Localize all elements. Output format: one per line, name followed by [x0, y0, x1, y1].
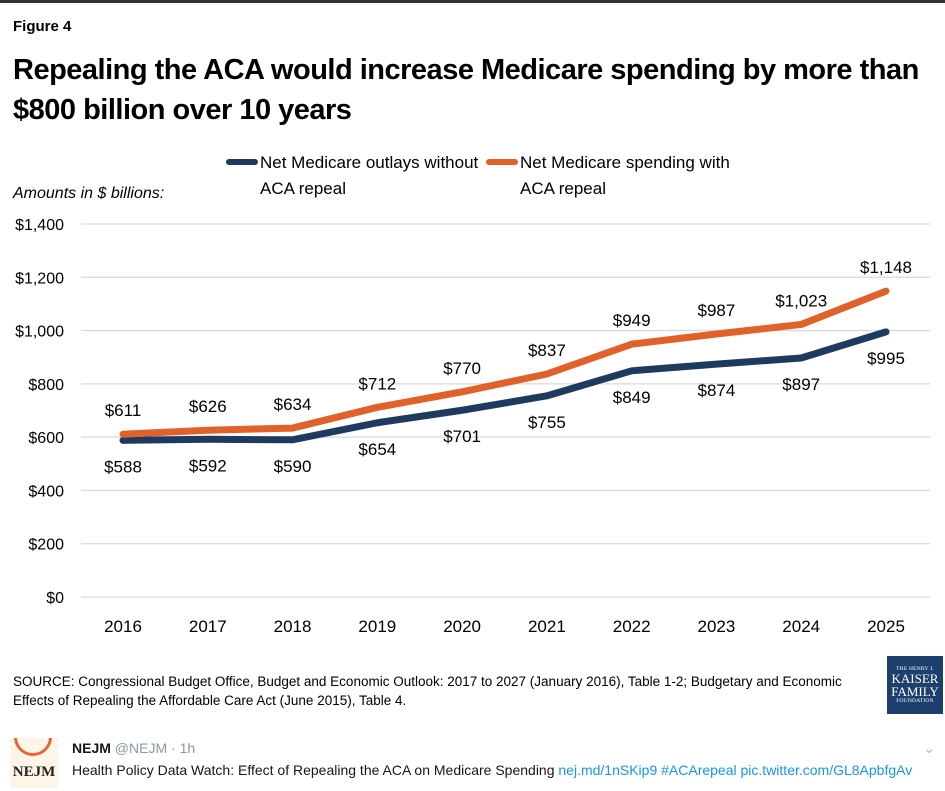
y-tick-label: $800 [28, 377, 64, 394]
tweet-handle[interactable]: @NEJM [114, 740, 168, 756]
data-label-without-repeal: $590 [274, 457, 312, 476]
tweet-body-text: Health Policy Data Watch: Effect of Repe… [72, 762, 559, 778]
kff-logo: THE HENRY J. KAISER FAMILY FOUNDATION [887, 656, 943, 714]
data-label-with-repeal: $770 [443, 359, 481, 378]
y-tick-label: $1,000 [15, 324, 64, 341]
top-bar [0, 0, 945, 3]
data-label-with-repeal: $712 [358, 374, 396, 393]
data-label-with-repeal: $626 [189, 397, 227, 416]
y-tick-label: $1,200 [15, 270, 64, 287]
x-tick-label: 2018 [274, 617, 312, 636]
seal-icon [14, 738, 52, 756]
x-tick-label: 2016 [104, 617, 142, 636]
tweet-time[interactable]: 1h [179, 740, 196, 756]
y-tick-label: $400 [28, 483, 64, 500]
x-tick-label: 2024 [782, 617, 820, 636]
x-tick-label: 2017 [189, 617, 227, 636]
avatar[interactable]: NEJM [10, 738, 58, 788]
units-label: Amounts in $ billions: [13, 185, 165, 202]
x-tick-label: 2022 [613, 617, 651, 636]
avatar-text: NEJM [12, 764, 56, 780]
tweet-author-name[interactable]: NEJM [72, 740, 111, 756]
data-label-with-repeal: $611 [105, 401, 142, 420]
data-label-without-repeal: $588 [104, 457, 142, 476]
legend-label: Net Medicare spending with ACA repeal [520, 153, 730, 198]
tweet: NEJM NEJM @NEJM · 1h Health Policy Data … [0, 738, 945, 791]
y-tick-label: $600 [28, 430, 64, 447]
logo-line: FOUNDATION [896, 698, 934, 704]
tweet-separator: · [171, 740, 176, 756]
data-label-with-repeal: $1,023 [775, 291, 827, 310]
legend-label: Net Medicare outlays without ACA repeal [260, 153, 479, 198]
data-label-without-repeal: $592 [189, 456, 227, 475]
y-tick-label: $1,400 [15, 217, 64, 234]
data-label-with-repeal: $634 [274, 395, 312, 414]
data-label-without-repeal: $654 [358, 440, 396, 459]
data-label-without-repeal: $755 [528, 413, 566, 432]
figure-label: Figure 4 [13, 18, 72, 35]
tweet-header: NEJM @NEJM · 1h [72, 740, 195, 756]
tweet-hashtag[interactable]: #ACArepeal [661, 762, 737, 778]
data-label-with-repeal: $1,148 [860, 258, 912, 277]
legend-swatch-orange [486, 159, 518, 165]
x-tick-label: 2021 [528, 617, 566, 636]
tweet-pic-link[interactable]: pic.twitter.com/GL8ApbfgAv [740, 762, 913, 778]
chevron-down-icon[interactable]: ⌄ [923, 740, 935, 756]
x-tick-label: 2025 [867, 617, 905, 636]
tweet-link[interactable]: nej.md/1nSKip9 [558, 762, 658, 778]
data-label-with-repeal: $837 [528, 341, 566, 360]
x-tick-label: 2019 [358, 617, 396, 636]
x-tick-label: 2020 [443, 617, 481, 636]
y-tick-label: $0 [46, 590, 64, 607]
data-label-with-repeal: $949 [613, 311, 651, 330]
logo-line: THE HENRY J. [896, 666, 934, 672]
logo-line: FAMILY [891, 684, 939, 699]
y-tick-label: $200 [28, 537, 64, 554]
data-label-without-repeal: $897 [782, 375, 820, 394]
chart-title: Repealing the ACA would increase Medicar… [13, 54, 919, 126]
data-label-without-repeal: $701 [443, 427, 481, 446]
series-line-without-repeal [119, 328, 890, 444]
legend-item-with-repeal: Net Medicare spending with ACA repeal [486, 150, 740, 202]
source-note: SOURCE: Congressional Budget Office, Bud… [13, 674, 842, 708]
data-label-without-repeal: $995 [867, 349, 905, 368]
legend-item-without-repeal: Net Medicare outlays without ACA repeal [226, 150, 480, 202]
data-label-without-repeal: $874 [698, 381, 736, 400]
series-line-with-repeal [119, 287, 890, 438]
data-label-with-repeal: $987 [698, 301, 736, 320]
x-tick-label: 2023 [698, 617, 736, 636]
legend-swatch-navy [226, 159, 258, 165]
logo-line: KAISER [891, 671, 939, 686]
line-chart: $0 $200 $400 $600 $800 $1,000 $1,200 $1,400 2016… [15, 217, 930, 636]
tweet-text: Health Policy Data Watch: Effect of Repe… [72, 762, 912, 778]
data-label-without-repeal: $849 [613, 388, 651, 407]
